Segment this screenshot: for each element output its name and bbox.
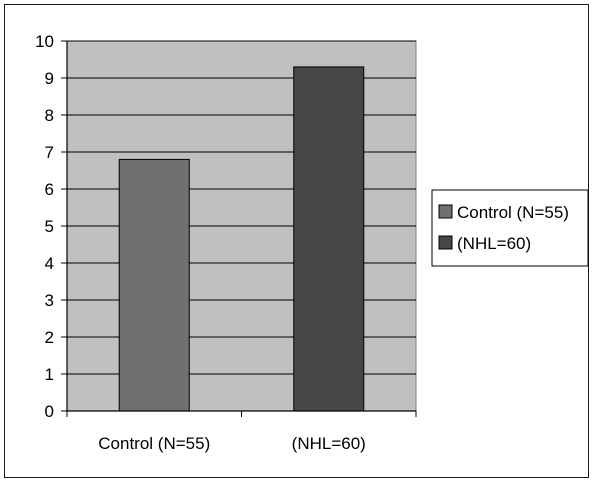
y-tick-label: 7	[45, 143, 54, 162]
plot-area: 0 1 2 3 4 5 6 7 8 9 10 Control (N=55) (NHL=60)	[35, 32, 417, 453]
legend: Control (N=55) (NHL=60)	[431, 189, 589, 267]
bar	[118, 158, 190, 412]
y-tick-label: 0	[45, 402, 54, 421]
legend-swatch	[438, 235, 453, 250]
bar	[293, 66, 365, 412]
legend-label: (NHL=60)	[457, 234, 531, 253]
y-tick-label: 10	[35, 32, 54, 51]
y-tick-label: 3	[45, 291, 54, 310]
y-tick-label: 9	[45, 69, 54, 88]
y-tick-label: 5	[45, 217, 54, 236]
x-tick-label: Control (N=55)	[98, 434, 210, 453]
y-tick-label: 1	[45, 365, 54, 384]
x-tick-label: (NHL=60)	[292, 434, 366, 453]
legend-label: Control (N=55)	[457, 203, 569, 222]
y-tick-label: 4	[45, 254, 54, 273]
legend-box	[431, 189, 589, 267]
y-tick-label: 2	[45, 328, 54, 347]
legend-swatch	[438, 204, 453, 219]
y-tick-label: 8	[45, 106, 54, 125]
y-tick-label: 6	[45, 180, 54, 199]
